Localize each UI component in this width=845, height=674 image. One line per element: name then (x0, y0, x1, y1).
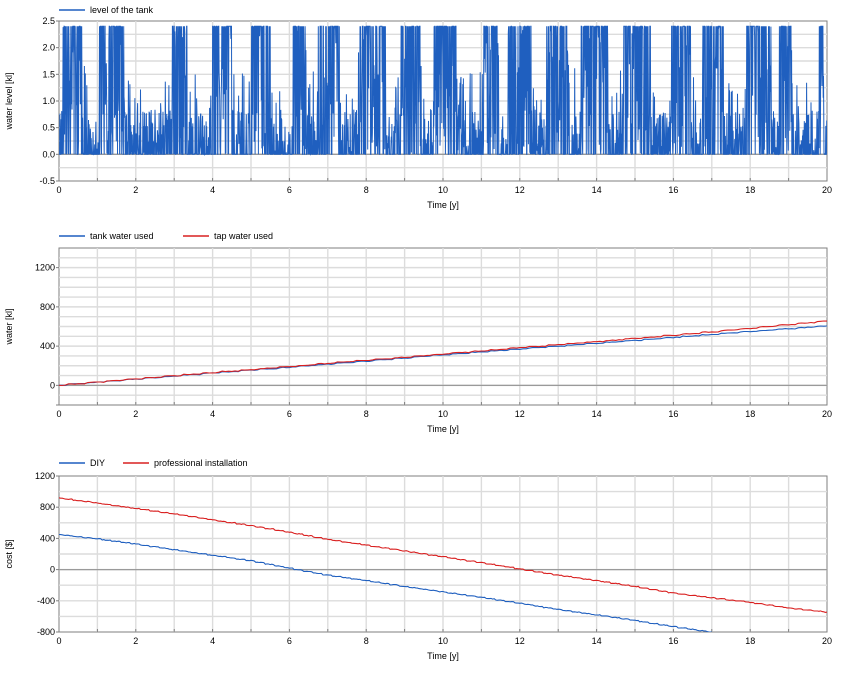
y-tick-label: 1.5 (42, 69, 55, 79)
legend-label: level of the tank (90, 5, 154, 15)
y-tick-label: 400 (40, 533, 55, 543)
y-tick-label: 800 (40, 302, 55, 312)
y-tick-label: 2.5 (42, 16, 55, 26)
x-tick-label: 16 (668, 409, 678, 419)
y-tick-label: -0.5 (39, 176, 55, 186)
chart-panel-3: 0 2 4 6 8 10 12 14 16 18 20 -800 -400 0 400 800 1200 Time… (4, 458, 832, 661)
x-tick-label: 0 (56, 185, 61, 195)
x-axis-label: Time [y] (427, 200, 459, 210)
x-tick-label: 12 (515, 409, 525, 419)
plot-area (59, 25, 827, 157)
x-tick-label: 6 (287, 185, 292, 195)
x-tick-label: 10 (438, 185, 448, 195)
x-tick-label: 14 (592, 409, 602, 419)
x-tick-label: 12 (515, 185, 525, 195)
y-axis-label: water [kl] (4, 308, 14, 345)
y-tick-label: 1200 (35, 471, 55, 481)
y-tick-label: 400 (40, 341, 55, 351)
y-tick-label: 0 (50, 565, 55, 575)
x-tick-label: 18 (745, 409, 755, 419)
x-tick-label: 20 (822, 636, 832, 646)
y-tick-label: 800 (40, 502, 55, 512)
series-line-1 (59, 533, 712, 632)
x-tick-label: 2 (133, 636, 138, 646)
x-tick-label: 8 (364, 185, 369, 195)
x-tick-label: 6 (287, 409, 292, 419)
chart-panel-2: 0 2 4 6 8 10 12 14 16 18 20 0 400 800 1200 Time [y] wate… (4, 231, 832, 434)
x-tick-label: 0 (56, 409, 61, 419)
x-tick-label: 8 (364, 636, 369, 646)
x-axis-label: Time [y] (427, 424, 459, 434)
y-tick-label: 0.0 (42, 149, 55, 159)
y-tick-label: -800 (37, 627, 55, 637)
y-tick-label: 1.0 (42, 96, 55, 106)
plot-area (59, 497, 827, 632)
x-tick-label: 14 (592, 636, 602, 646)
legend-label: professional installation (154, 458, 248, 468)
series-line-2 (59, 497, 827, 613)
legend-label: tap water used (214, 231, 273, 241)
x-tick-label: 4 (210, 636, 215, 646)
x-tick-label: 6 (287, 636, 292, 646)
x-tick-label: 18 (745, 636, 755, 646)
x-tick-label: 4 (210, 409, 215, 419)
x-tick-label: 20 (822, 409, 832, 419)
x-tick-label: 4 (210, 185, 215, 195)
plot-area (59, 320, 827, 387)
y-axis-label: cost [$] (4, 539, 14, 568)
y-tick-label: 1200 (35, 263, 55, 273)
x-tick-label: 20 (822, 185, 832, 195)
x-tick-label: 14 (592, 185, 602, 195)
chart-panel-1: 0 2 4 6 8 10 12 14 16 18 20 -0.5 0.0 0.5 1.0 1.5 2.0 2.5 T… (4, 5, 832, 210)
x-tick-label: 12 (515, 636, 525, 646)
series-line-1 (59, 25, 827, 157)
x-tick-label: 18 (745, 185, 755, 195)
legend-label: DIY (90, 458, 105, 468)
x-tick-label: 8 (364, 409, 369, 419)
x-tick-label: 10 (438, 409, 448, 419)
y-axis-label: water level [kl] (4, 72, 14, 130)
x-tick-label: 16 (668, 636, 678, 646)
y-tick-label: 0 (50, 380, 55, 390)
x-tick-label: 2 (133, 185, 138, 195)
series-line-2 (59, 320, 827, 387)
x-tick-label: 10 (438, 636, 448, 646)
y-tick-label: -400 (37, 596, 55, 606)
x-tick-label: 0 (56, 636, 61, 646)
x-tick-label: 16 (668, 185, 678, 195)
y-tick-label: 0.5 (42, 123, 55, 133)
x-tick-label: 2 (133, 409, 138, 419)
legend-label: tank water used (90, 231, 154, 241)
x-axis-label: Time [y] (427, 651, 459, 661)
y-tick-label: 2.0 (42, 43, 55, 53)
